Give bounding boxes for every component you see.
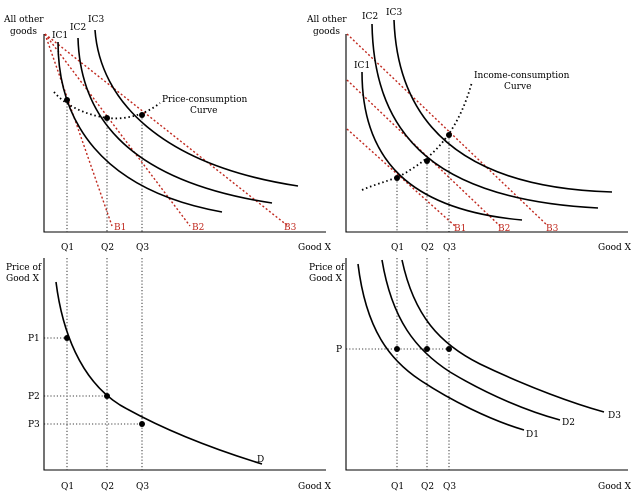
tr-q1-label: Q1: [391, 243, 404, 253]
bl-q1-label: Q1: [61, 482, 74, 492]
tl-b1-label: B1: [114, 223, 126, 233]
tr-indifference-curve-ic3: [393, 19, 613, 193]
tl-path-label-line1: Price-consumption: [162, 95, 248, 105]
bl-axes: [43, 258, 326, 471]
br-x-axis-label: Good X: [598, 482, 632, 492]
br-y-axis-label-line2: Good X: [309, 274, 343, 284]
br-p-label: P: [336, 345, 342, 355]
tl-x-axis-label: Good X: [298, 243, 332, 253]
tl-ic1-label: IC1: [52, 31, 68, 41]
tr-indifference-curve-ic2: [371, 23, 599, 209]
tl-indifference-curve-ic2: [77, 37, 273, 204]
br-demand-point-2: [424, 346, 430, 352]
tl-equilibrium-point-3: [139, 112, 145, 118]
tr-q3-label: Q3: [443, 243, 456, 253]
tl-y-axis-label-line1: All other: [3, 15, 44, 25]
tr-y-axis-label-line1: All other: [306, 15, 347, 25]
tr-equilibrium-point-1: [394, 175, 400, 181]
br-q2-label: Q2: [421, 482, 434, 492]
br-demand-point-3: [446, 346, 452, 352]
tr-equilibrium-point-3: [446, 132, 452, 138]
tl-q3-label: Q3: [136, 243, 149, 253]
tl-budget-line-b3: [44, 33, 289, 227]
bl-x-axis-label: Good X: [298, 482, 332, 492]
bl-p2-label: P2: [28, 392, 40, 402]
tr-indifference-curve-ic1: [361, 71, 523, 221]
br-demand-point-1: [394, 346, 400, 352]
bl-y-axis-label-line2: Good X: [6, 274, 40, 284]
tr-x-axis-label: Good X: [598, 243, 632, 253]
panel-income-consumption: All other goods IC1 IC2 IC3 B1 B2 B3 Inc…: [306, 8, 632, 253]
br-axes: [345, 258, 628, 471]
bl-demand-point-1: [64, 335, 70, 341]
bl-demand-label: D: [257, 455, 264, 465]
br-q3-label: Q3: [443, 482, 456, 492]
tr-q2-label: Q2: [421, 243, 434, 253]
tr-equilibrium-point-2: [424, 158, 430, 164]
tr-budget-line-b1: [346, 128, 456, 227]
bl-p1-label: P1: [28, 334, 40, 344]
tl-indifference-curve-ic3: [94, 29, 299, 187]
tr-y-axis-label-line2: goods: [313, 27, 340, 37]
tl-q2-label: Q2: [101, 243, 114, 253]
panel-price-consumption: All other goods IC1 IC2 IC3 B1 B2 B3 Pri…: [3, 15, 332, 253]
tr-b3-label: B3: [546, 224, 559, 234]
tl-equilibrium-point-1: [64, 97, 70, 103]
tl-b2-label: B2: [192, 223, 204, 233]
bl-q2-label: Q2: [101, 482, 114, 492]
tr-axes: [345, 34, 628, 233]
tr-income-consumption-curve: [361, 81, 473, 191]
tr-b2-label: B2: [498, 224, 510, 234]
bl-demand-point-3: [139, 421, 145, 427]
tl-ic2-label: IC2: [70, 23, 86, 33]
tl-q1-label: Q1: [61, 243, 74, 253]
tr-b1-label: B1: [454, 224, 466, 234]
bl-demand-point-2: [104, 393, 110, 399]
tr-ic2-label: IC2: [362, 12, 378, 22]
tl-indifference-curve-ic1: [57, 41, 223, 213]
tl-equilibrium-point-2: [104, 115, 110, 121]
bl-y-axis-label-line1: Price of: [6, 263, 42, 273]
tl-axes: [43, 34, 326, 233]
br-d2-label: D2: [562, 418, 575, 428]
br-y-axis-label-line1: Price of: [309, 263, 345, 273]
tl-ic3-label: IC3: [88, 15, 104, 25]
bl-p3-label: P3: [28, 420, 40, 430]
br-demand-curve-d3: [401, 259, 605, 413]
tr-budget-line-b3: [346, 33, 549, 227]
br-d3-label: D3: [608, 411, 621, 421]
tr-path-label-line1: Income-consumption: [474, 71, 570, 81]
tl-path-label-line2: Curve: [190, 106, 217, 116]
br-demand-curve-d1: [357, 263, 525, 431]
tr-ic3-label: IC3: [386, 8, 402, 18]
panel-demand-shifts: Price of Good X D1 D2 D3 P Q1 Q2 Q3 Good…: [309, 258, 632, 492]
bl-q3-label: Q3: [136, 482, 149, 492]
br-q1-label: Q1: [391, 482, 404, 492]
tr-path-label-line2: Curve: [504, 82, 531, 92]
br-d1-label: D1: [526, 430, 539, 440]
br-demand-curve-d2: [381, 259, 561, 421]
tl-budget-line-b1: [44, 33, 113, 227]
tl-y-axis-label-line2: goods: [10, 27, 37, 37]
bl-demand-curve-d: [55, 281, 263, 465]
panel-individual-demand: Price of Good X D P1 P2 P3 Q1 Q2 Q3 Good…: [6, 258, 332, 492]
tr-ic1-label: IC1: [354, 61, 370, 71]
tl-b3-label: B3: [284, 223, 297, 233]
